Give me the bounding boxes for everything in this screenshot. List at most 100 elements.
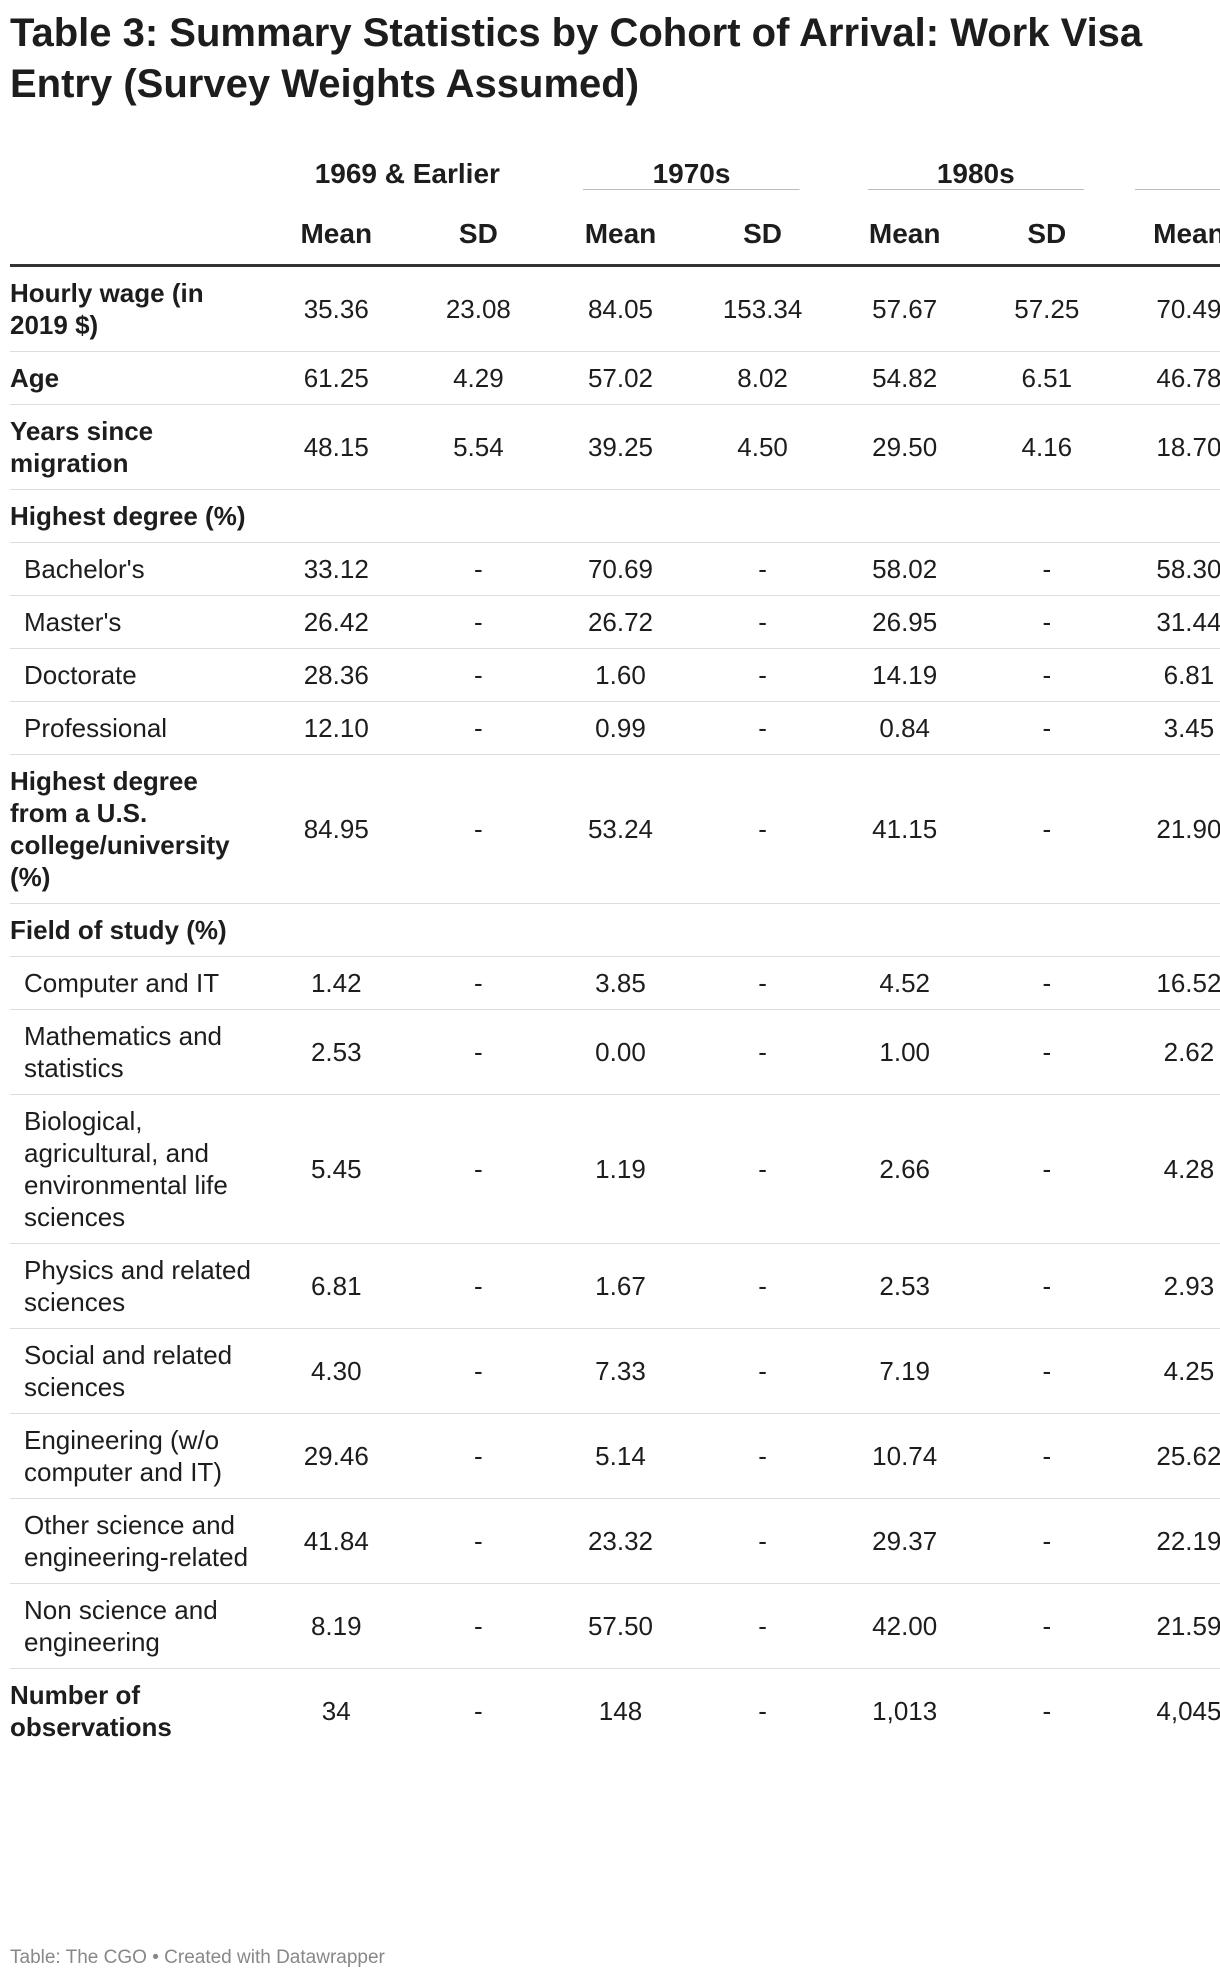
column-header: SD [691, 202, 834, 267]
cell: 1.19 [549, 1094, 692, 1244]
cell: 8.02 [691, 351, 834, 405]
cell: 4.29 [407, 351, 550, 405]
row-label: Physics and related sciences [10, 1243, 266, 1329]
cell: 2.66 [833, 1094, 976, 1244]
cell: 6.81 [265, 1243, 408, 1329]
table-row: Years since migration 48.15 5.54 39.25 4.50 2… [10, 404, 1220, 490]
cell: 84.05 [549, 265, 692, 352]
table-row: Non science and engineering 8.19-57.50-42… [10, 1583, 1220, 1669]
cell: - [1042, 1696, 1052, 1726]
cell: 148 [598, 1696, 643, 1726]
cell: 10.74 [833, 1413, 976, 1499]
row-label: Other science and engineering-related [10, 1498, 266, 1584]
cell: 70.69 [549, 542, 692, 596]
table-row: Field of study (%) [10, 903, 1220, 957]
group-header-partial [1117, 158, 1220, 202]
cell: 33.12 [265, 542, 408, 596]
cell: 0.00 [549, 1009, 692, 1095]
cell: 31.44 [1117, 595, 1220, 649]
cell: - [975, 1498, 1118, 1584]
table-row: Age 61.25 4.29 57.02 8.02 54.82 6.51 46.78 [10, 351, 1220, 405]
cell: 5.14 [549, 1413, 692, 1499]
cell: 153.34 [691, 265, 834, 352]
cell: 2.93 [1117, 1243, 1220, 1329]
cell: 4.52 [833, 956, 976, 1010]
row-label: Hourly wage (in 2019 $) [10, 265, 266, 352]
cell: 41.15 [833, 754, 976, 904]
cell: - [691, 1243, 834, 1329]
table-body: Hourly wage (in 2019 $) 35.36 23.08 84.05 15… [10, 265, 1220, 1754]
cell: 41.84 [265, 1498, 408, 1584]
cell: - [407, 1009, 550, 1095]
cell: 21.90 [1117, 754, 1220, 904]
table: 1969 & Earlier 1970s 1980s Mean SD Mean SD Mea… [10, 158, 1220, 1753]
cell: - [975, 1009, 1118, 1095]
table-row: Master's 26.42-26.72-26.95-31.44 [10, 595, 1220, 649]
cell: - [691, 542, 834, 596]
cell: - [407, 1583, 550, 1669]
row-label: Age [10, 351, 266, 405]
cell: 61.25 [265, 351, 408, 405]
cell: 3.45 [1117, 701, 1220, 755]
group-label: 1969 & Earlier [300, 158, 514, 189]
cell: 21.59 [1117, 1583, 1220, 1669]
cell: 54.82 [833, 351, 976, 405]
cell: 0.99 [549, 701, 692, 755]
table-row: Professional 12.10-0.99-0.84-3.45 [10, 701, 1220, 755]
row-label: Biological, agricultural, and environmen… [10, 1094, 266, 1244]
cell: 14.19 [833, 648, 976, 702]
cell: - [407, 648, 550, 702]
row-label: Master's [10, 595, 266, 649]
cell: 3.85 [549, 956, 692, 1010]
cell: 25.62 [1117, 1413, 1220, 1499]
cell: 46.78 [1117, 351, 1220, 405]
row-label: Computer and IT [10, 956, 266, 1010]
table-wrap: 1969 & Earlier 1970s 1980s Mean SD Mean SD Mea… [10, 158, 1220, 1753]
blank [10, 158, 265, 202]
cell: 57.67 [833, 265, 976, 352]
cell: - [975, 1243, 1118, 1329]
cell: 0.84 [833, 701, 976, 755]
cell: - [407, 701, 550, 755]
table-row: Highest degree (%) [10, 489, 1220, 543]
cell: 4.16 [975, 404, 1118, 490]
cell: - [407, 1328, 550, 1414]
cell: - [691, 1094, 834, 1244]
cell: - [691, 648, 834, 702]
cell: - [407, 1498, 550, 1584]
cell: - [975, 648, 1118, 702]
group-header: 1980s [833, 158, 1118, 202]
cell: 53.24 [549, 754, 692, 904]
cell: 42.00 [833, 1583, 976, 1669]
cell: 34 [321, 1696, 351, 1726]
table-row: Biological, agricultural, and environmen… [10, 1094, 1220, 1244]
cell: 84.95 [265, 754, 408, 904]
cell: - [691, 595, 834, 649]
cell: - [691, 1498, 834, 1584]
title: Table 3: Summary Statistics by Cohort of… [10, 11, 1143, 106]
cell: - [407, 595, 550, 649]
table-row: Physics and related sciences 6.81-1.67-2.… [10, 1243, 1220, 1329]
cell: 4.30 [265, 1328, 408, 1414]
cell: 2.53 [265, 1009, 408, 1095]
cell: - [975, 542, 1118, 596]
cell: 1.60 [549, 648, 692, 702]
footer: Table: The CGO • Created with Datawrappe… [10, 1947, 385, 1968]
cell: 18.70 [1117, 404, 1220, 490]
cell: - [691, 956, 834, 1010]
row-label: Engineering (w/o computer and IT) [10, 1413, 266, 1499]
cell: - [691, 754, 834, 904]
cell: 4,045 [1156, 1696, 1220, 1726]
cell: - [975, 701, 1118, 755]
cell: - [975, 1583, 1118, 1669]
cell: 70.49 [1117, 265, 1220, 352]
cell: - [474, 1696, 483, 1726]
blank [10, 202, 266, 267]
cell: 23.08 [407, 265, 550, 352]
cell: 4.28 [1117, 1094, 1220, 1244]
cell: 39.25 [549, 404, 692, 490]
cell: 5.45 [265, 1094, 408, 1244]
row-label: Highest degree from a U.S. college/unive… [10, 754, 266, 904]
table-row: Highest degree from a U.S. college/unive… [10, 754, 1220, 904]
